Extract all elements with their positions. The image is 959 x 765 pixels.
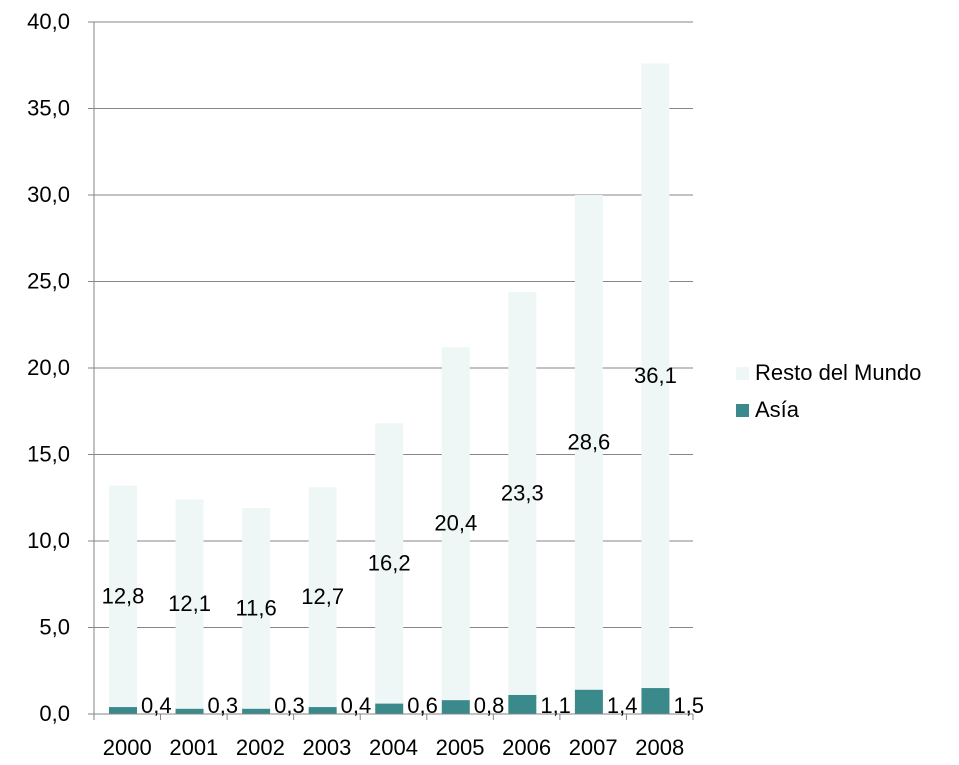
bar-resto-del-mundo-2004 xyxy=(375,423,404,704)
legend-item-resto-del-mundo: Resto del Mundo xyxy=(736,356,921,390)
bar-resto-del-mundo-2008 xyxy=(641,63,670,689)
bar-asia-2004 xyxy=(375,703,404,714)
data-label-asia-2006: 1,1 xyxy=(540,693,571,718)
bar-resto-del-mundo-2007 xyxy=(574,195,603,690)
legend-label-resto-del-mundo: Resto del Mundo xyxy=(755,360,922,385)
x-axis-category-label-2007: 2007 xyxy=(569,735,618,760)
data-label-resto-del-mundo-2003: 12,7 xyxy=(301,584,344,609)
bars-layer xyxy=(109,63,670,714)
bar-asia-2002 xyxy=(242,708,271,714)
bar-asia-2006 xyxy=(508,694,537,714)
x-axis-category-label-2005: 2005 xyxy=(436,735,485,760)
data-label-resto-del-mundo-2001: 12,1 xyxy=(168,591,211,616)
axis-layer: 0,0 5,0 10,0 15,0 20,0 25,0 30,0 35,0 40,0 2000 20… xyxy=(27,9,694,760)
legend-label-asia: Asía xyxy=(755,397,800,422)
bar-asia-2001 xyxy=(175,708,204,714)
x-axis-category-label-2003: 2003 xyxy=(302,735,351,760)
y-axis-tick-label: 0,0 xyxy=(39,701,70,726)
legend-swatch-asia xyxy=(736,403,749,417)
x-axis-category-label-2004: 2004 xyxy=(369,735,418,760)
x-axis-category-label-2002: 2002 xyxy=(236,735,285,760)
data-label-asia-2002: 0,3 xyxy=(274,693,305,718)
data-label-resto-del-mundo-2004: 16,2 xyxy=(368,550,411,575)
bar-asia-2003 xyxy=(308,707,337,714)
bar-resto-del-mundo-2000 xyxy=(109,485,137,708)
bar-resto-del-mundo-2005 xyxy=(441,347,470,701)
x-axis-category-label-2000: 2000 xyxy=(103,735,152,760)
y-axis-tick-label: 5,0 xyxy=(39,615,70,640)
data-labels-layer: 12,8 0,4 12,1 0,3 11,6 0,3 12,7 0,4 16,2 0,6 20,4 0… xyxy=(102,363,704,718)
data-label-resto-del-mundo-2007: 28,6 xyxy=(567,429,610,454)
y-axis-tick-label: 10,0 xyxy=(27,528,70,553)
data-label-asia-2003: 0,4 xyxy=(341,693,372,718)
x-axis-category-label-2006: 2006 xyxy=(502,735,551,760)
y-axis-tick-label: 35,0 xyxy=(27,96,70,121)
y-axis-tick-label: 20,0 xyxy=(27,355,70,380)
data-label-asia-2007: 1,4 xyxy=(607,693,638,718)
chart-legend: Resto del Mundo Asía xyxy=(736,356,921,430)
data-label-asia-2004: 0,6 xyxy=(407,693,438,718)
data-label-resto-del-mundo-2006: 23,3 xyxy=(501,480,544,505)
legend-item-asia: Asía xyxy=(736,393,921,427)
y-axis-tick-label: 40,0 xyxy=(27,9,70,34)
bar-resto-del-mundo-2003 xyxy=(308,487,337,708)
bar-asia-2008 xyxy=(641,688,670,714)
data-label-resto-del-mundo-2000: 12,8 xyxy=(102,583,145,608)
bar-asia-2005 xyxy=(441,700,470,714)
bar-resto-del-mundo-2001 xyxy=(175,499,204,709)
data-label-resto-del-mundo-2002: 11,6 xyxy=(236,595,277,620)
y-axis-tick-label: 25,0 xyxy=(27,269,70,294)
legend-swatch-resto-del-mundo xyxy=(736,366,749,380)
data-label-asia-2001: 0,3 xyxy=(208,693,239,718)
data-label-asia-2000: 0,4 xyxy=(141,693,172,718)
bar-asia-2000 xyxy=(109,707,137,714)
bar-asia-2007 xyxy=(574,689,603,714)
x-axis-category-label-2008: 2008 xyxy=(635,735,684,760)
bar-resto-del-mundo-2006 xyxy=(508,291,537,695)
x-axis-category-label-2001: 2001 xyxy=(169,735,218,760)
data-label-asia-2008: 1,5 xyxy=(673,693,704,718)
data-label-resto-del-mundo-2008: 36,1 xyxy=(634,363,677,388)
data-label-resto-del-mundo-2005: 20,4 xyxy=(434,511,477,536)
y-axis-tick-label: 30,0 xyxy=(27,182,70,207)
bar-resto-del-mundo-2002 xyxy=(242,508,271,709)
y-axis-tick-label: 15,0 xyxy=(27,442,70,467)
data-label-asia-2005: 0,8 xyxy=(474,693,505,718)
